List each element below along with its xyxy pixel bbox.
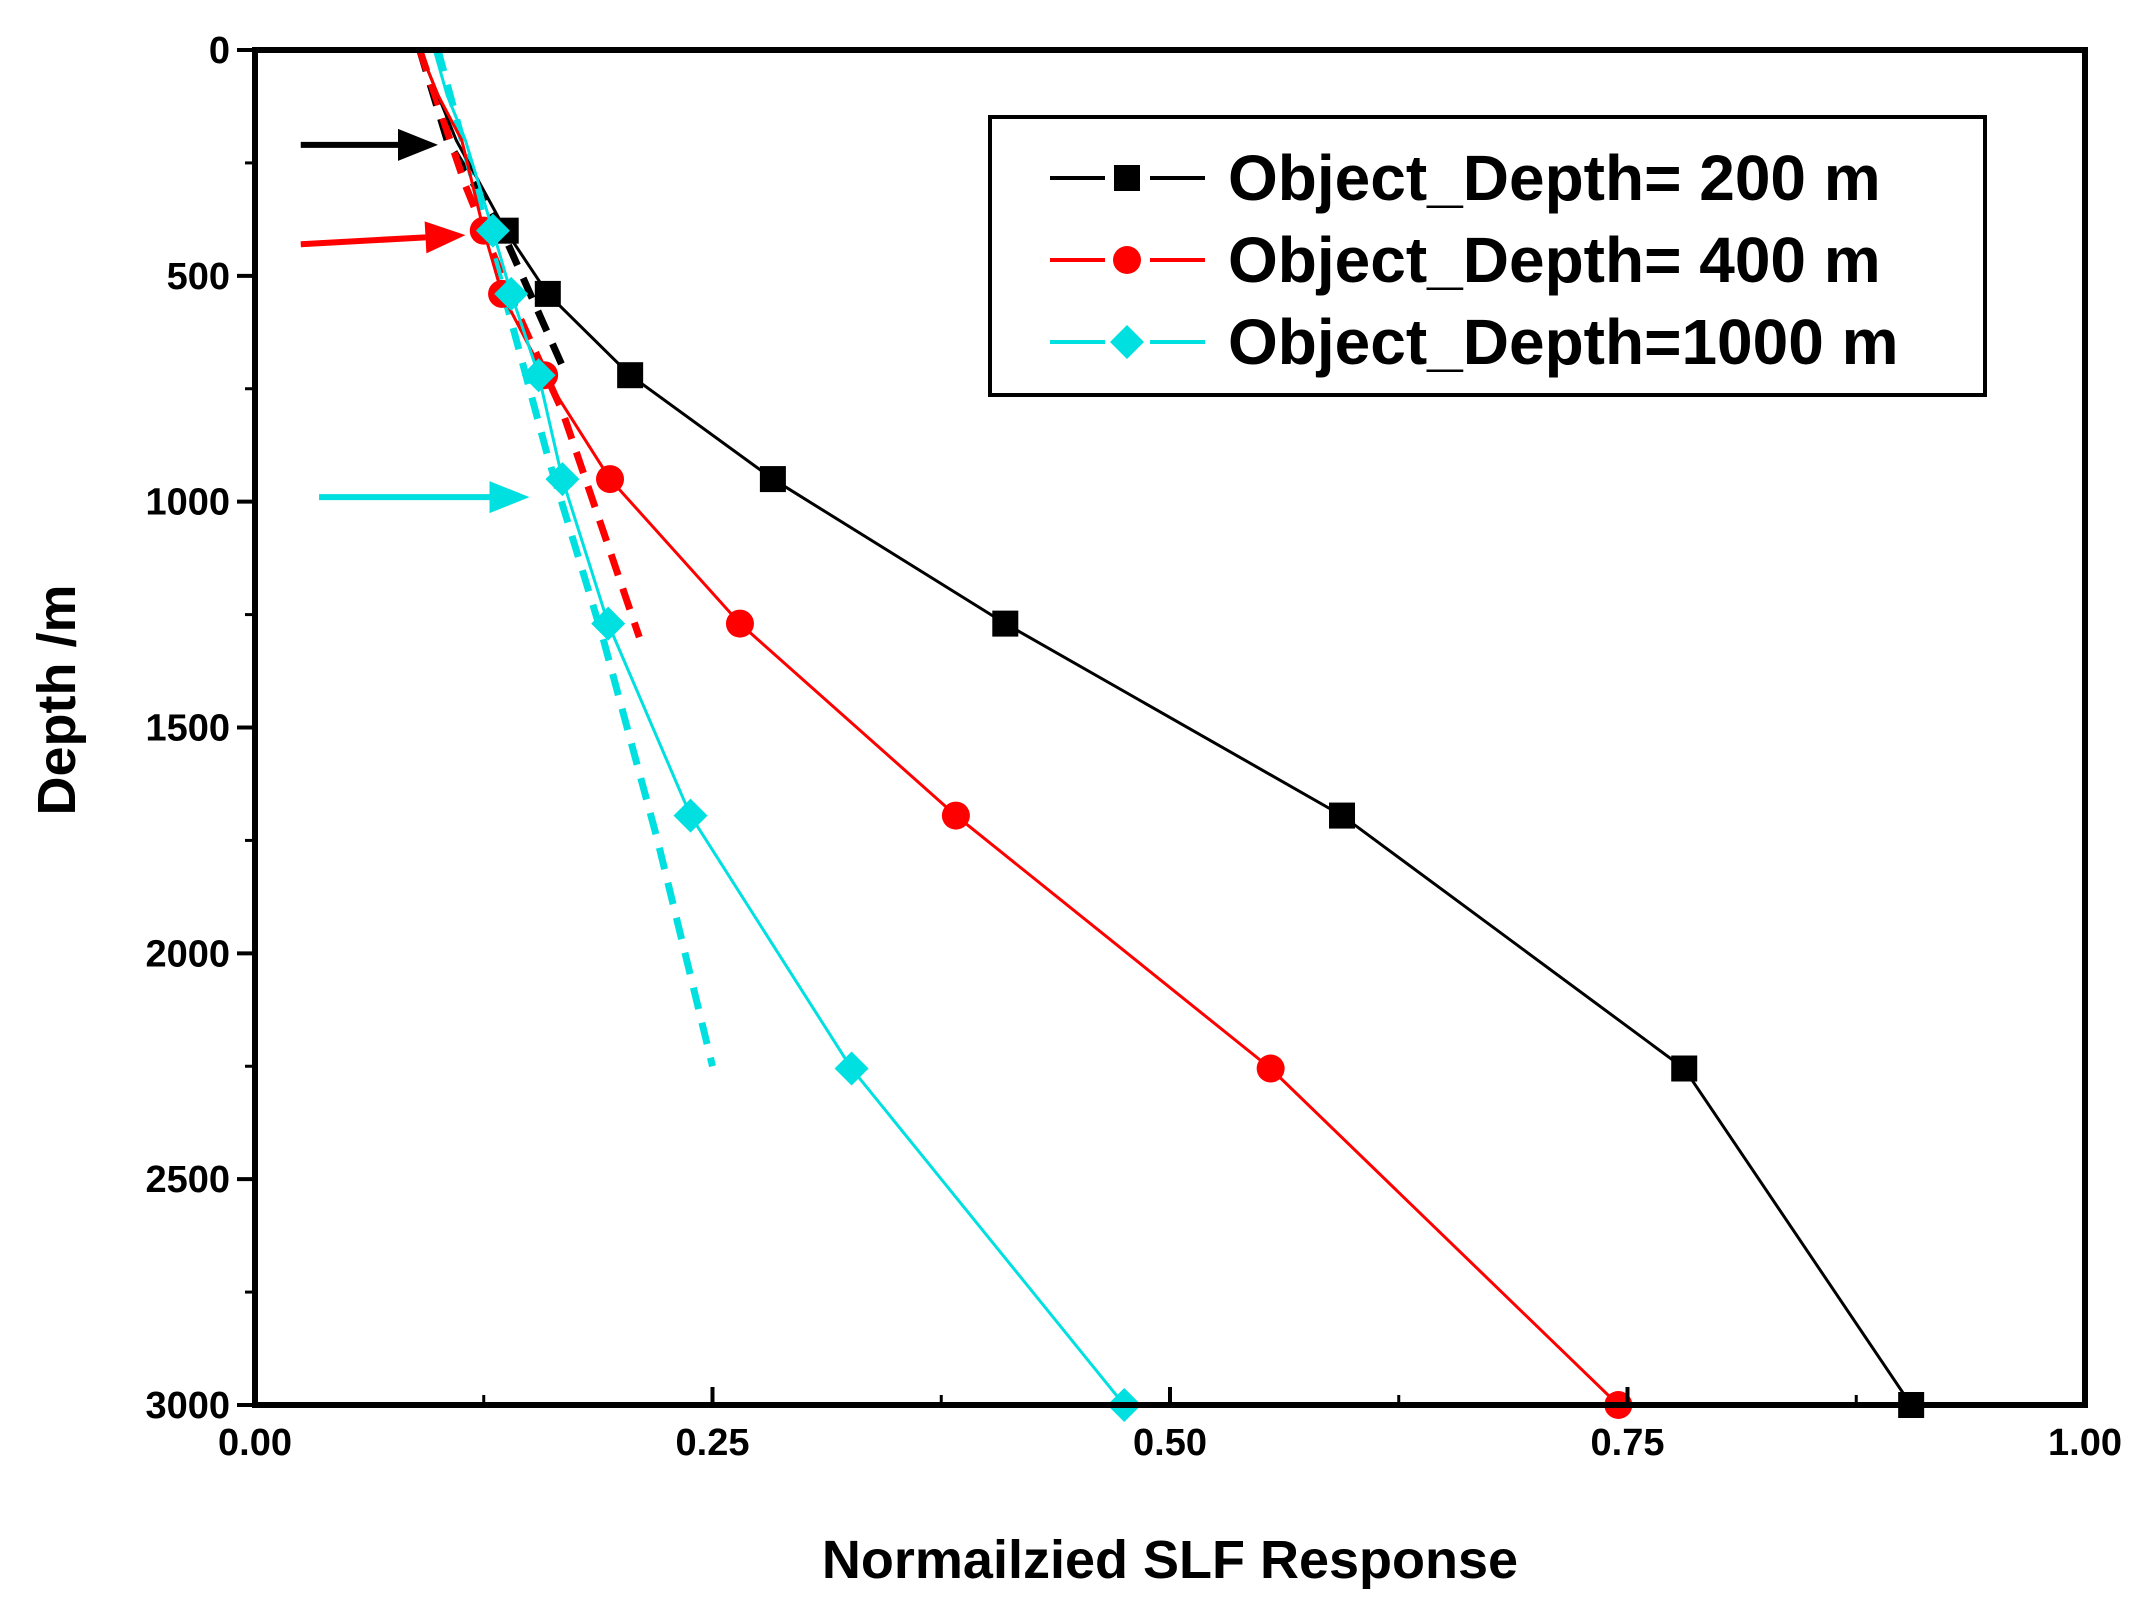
arrow-shaft-2 [300,234,426,248]
arrow-head-1 [398,128,438,161]
y-tick-label: 1500 [145,708,230,750]
series-1-point-6 [617,362,644,389]
legend-label-1: Object_Depth= 200 m [1228,142,1881,214]
y-tick-label: 0 [209,30,230,72]
series-3-point-6 [521,358,556,393]
legend: Object_Depth= 200 m Object_Depth= 400 m Ob… [988,115,1987,397]
x-tick-label: 0.50 [1133,1422,1207,1464]
series-3-point-10 [834,1051,869,1086]
x-axis-title: Normailzied SLF Response [822,1530,1518,1590]
series-2-point-9 [941,801,970,830]
y-tick-label: 3000 [145,1385,230,1427]
labels-layer: 0.00 0.25 0.50 0.75 1.00 0 500 1000 1500 2000 2500… [145,30,2122,1464]
dashed-line-3 [434,49,716,1068]
series-1-point-10 [1671,1055,1698,1082]
y-tick-label: 2000 [145,933,230,975]
series-3-point-5 [494,276,529,311]
series-1-point-8 [992,610,1019,637]
x-tick-label: 0.75 [1591,1422,1665,1464]
legend-label-2: Object_Depth= 400 m [1228,224,1881,296]
x-tick-label: 0.00 [218,1422,292,1464]
legend-marker-1 [1114,165,1140,191]
series-3-point-8 [591,606,626,641]
y-axis-title: Depth /m [27,584,87,815]
series-3-point-9 [673,798,708,833]
y-tick-label: 1000 [145,482,230,524]
arrow-head-3 [489,481,530,514]
x-tick-label: 1.00 [2048,1422,2122,1464]
series-1-point-9 [1329,802,1356,829]
x-tick-label: 0.25 [676,1422,750,1464]
series-2-point-8 [725,609,754,638]
series-2-point-10 [1256,1054,1285,1083]
series-3-point-7 [545,462,580,497]
ticks-layer [237,48,2087,1407]
series-2-point-7 [596,465,625,494]
arrow-head-2 [424,221,466,254]
series-layer [300,48,1925,1422]
series-3-point-4 [475,213,510,248]
legend-box [988,115,1987,397]
series-1-point-7 [759,466,786,493]
dashed-line-1 [416,48,566,368]
y-tick-label: 500 [167,256,230,298]
legend-label-3: Object_Depth=1000 m [1228,306,1899,378]
legend-marker-3 [1110,325,1144,359]
legend-marker-2 [1113,246,1141,274]
series-1-point-5 [534,280,561,307]
y-tick-label: 2500 [145,1159,230,1201]
